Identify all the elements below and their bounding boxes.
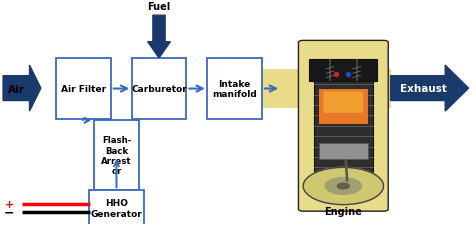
Text: +: + <box>5 199 14 209</box>
Text: Engine: Engine <box>325 206 362 216</box>
Circle shape <box>325 178 361 194</box>
Text: Intake
manifold: Intake manifold <box>212 79 257 99</box>
Text: Air: Air <box>8 84 25 94</box>
FancyBboxPatch shape <box>379 70 391 109</box>
Polygon shape <box>3 66 41 112</box>
Polygon shape <box>391 66 469 112</box>
FancyBboxPatch shape <box>89 191 144 225</box>
Text: Exhaust: Exhaust <box>400 84 447 94</box>
FancyBboxPatch shape <box>319 144 368 159</box>
FancyBboxPatch shape <box>132 59 186 120</box>
FancyBboxPatch shape <box>323 92 363 113</box>
FancyBboxPatch shape <box>310 60 377 81</box>
FancyBboxPatch shape <box>56 59 110 120</box>
FancyBboxPatch shape <box>262 70 308 109</box>
FancyBboxPatch shape <box>208 59 262 120</box>
FancyBboxPatch shape <box>299 41 388 211</box>
Text: Air Filter: Air Filter <box>61 85 106 94</box>
Text: HHO
Generator: HHO Generator <box>91 198 142 218</box>
Text: Carburetor: Carburetor <box>131 85 187 94</box>
FancyBboxPatch shape <box>319 90 368 124</box>
Text: Flash-
Back
Arrest
or: Flash- Back Arrest or <box>101 136 132 176</box>
Circle shape <box>337 183 349 189</box>
FancyBboxPatch shape <box>94 121 139 191</box>
FancyBboxPatch shape <box>314 80 373 172</box>
Polygon shape <box>148 16 170 59</box>
Text: Fuel: Fuel <box>147 2 171 12</box>
Circle shape <box>303 168 383 205</box>
Text: −: − <box>4 206 14 219</box>
